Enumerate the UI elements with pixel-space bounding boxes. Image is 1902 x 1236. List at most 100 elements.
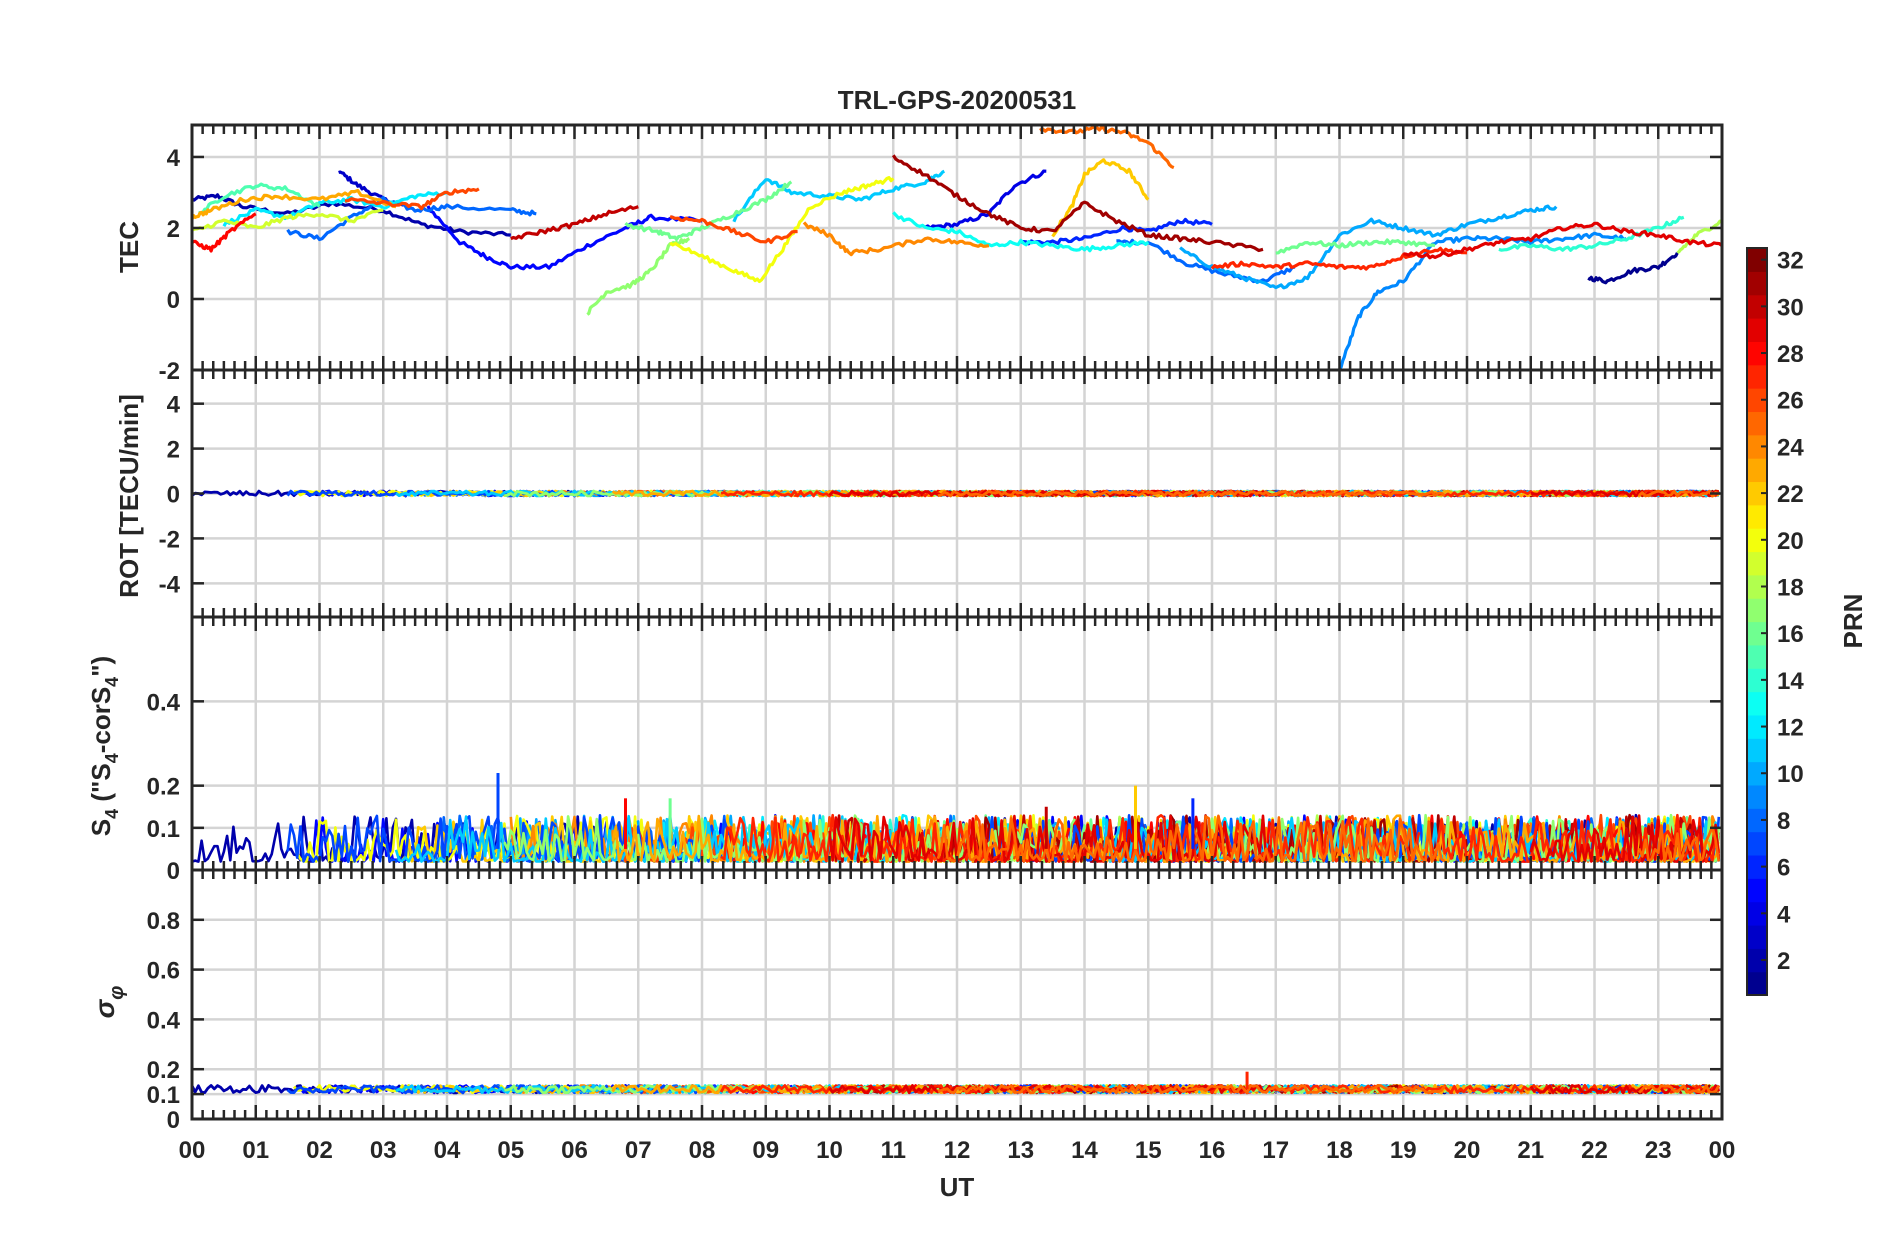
colorbar-segment [1747, 364, 1767, 389]
tec-series-prn-26 [669, 214, 798, 244]
colorbar-tick-label: 2 [1777, 948, 1790, 975]
x-axis-label: UT [940, 1172, 975, 1202]
y-tick-label: 0 [167, 482, 180, 509]
series-prn-7 [286, 814, 736, 863]
colorbar-frame [1746, 247, 1768, 996]
tec-series-prn-12 [222, 190, 448, 227]
x-tick-label: 03 [370, 1137, 397, 1164]
panel-rot: -4 -2 0 2 4 [159, 368, 1724, 619]
y-tick-label: 0.8 [147, 908, 180, 935]
x-tick-label: 00 [1709, 1137, 1736, 1164]
tec-series-prn-16 [1275, 238, 1436, 255]
s4-ylabel: S4 ("S4-corS4") [86, 656, 122, 836]
colorbar-segment [1747, 668, 1767, 693]
colorbar-segment [1747, 574, 1767, 599]
tec-series-prn-15 [198, 182, 321, 215]
tec-series-prn-8 [1116, 238, 1296, 284]
y-tick-label: 2 [167, 437, 180, 464]
colorbar-tick-label: 32 [1777, 248, 1804, 275]
tec-series-prn-18 [1676, 219, 1723, 255]
panel-sigma-phi: 00.10.2 0.4 0.6 0.8 [147, 868, 1724, 1134]
series-prn-25 [1638, 1084, 1721, 1095]
colorbar-segment [1747, 924, 1767, 949]
y-tick-label: 0 [167, 1107, 180, 1134]
colorbar-segment [1747, 294, 1767, 319]
y-tick-label: -4 [159, 571, 181, 598]
colorbar-tick-label: 28 [1777, 341, 1804, 368]
colorbar-segment [1747, 621, 1767, 646]
tec-series-prn-27 [1210, 246, 1468, 271]
colorbar-segment [1747, 598, 1767, 623]
tec-series-prn-8 [286, 196, 537, 242]
colorbar-segment [1747, 341, 1767, 366]
x-tick-label: 23 [1645, 1137, 1672, 1164]
colorbar-segment [1747, 411, 1767, 436]
colorbar-segment [1747, 971, 1767, 996]
series-prn-25 [937, 1084, 1446, 1095]
x-tick-label: 02 [306, 1137, 333, 1164]
rot-ylabel: ROT [TECU/min] [114, 394, 144, 598]
tec-series-prn-17 [586, 237, 691, 316]
tec-series-prn-28 [191, 212, 257, 253]
tec-series-prn-9 [1338, 231, 1627, 370]
panel-s4: 0 0.1 0.2 0.4 [147, 615, 1724, 885]
x-tick-label: 10 [816, 1137, 843, 1164]
x-tick-label: 14 [1071, 1137, 1098, 1164]
colorbar-tick-label: 26 [1777, 388, 1804, 415]
tec-series-prn-30 [510, 205, 639, 241]
colorbar-tick-label: 8 [1777, 808, 1790, 835]
x-tick-label: 20 [1454, 1137, 1481, 1164]
x-tick-label: 04 [434, 1137, 461, 1164]
x-tick-label: 00 [179, 1137, 206, 1164]
colorbar-segment [1747, 644, 1767, 669]
x-tick-label: 09 [752, 1137, 779, 1164]
colorbar-segment [1747, 738, 1767, 763]
series-prn-25 [1637, 824, 1721, 863]
sigma-phi-ylabel: σφ [89, 986, 128, 1019]
tec-series-prn-13 [892, 211, 1150, 253]
figure-title: TRL-GPS-20200531 [838, 85, 1076, 115]
x-tick-label: 05 [497, 1137, 524, 1164]
y-tick-label: 0.2 [147, 774, 180, 801]
y-tick-label: -2 [159, 526, 180, 553]
colorbar-tick-label: 12 [1777, 715, 1804, 742]
colorbar-tick-label: 10 [1777, 761, 1804, 788]
colorbar-segment [1747, 504, 1767, 529]
tec-series-prn-23 [190, 188, 397, 220]
panel-tec: -2 0 2 4 [159, 123, 1724, 385]
colorbar-tick-label: 30 [1777, 294, 1804, 321]
colorbar-segment [1747, 481, 1767, 506]
colorbar-tick-label: 22 [1777, 481, 1804, 508]
x-tick-label: 17 [1262, 1137, 1289, 1164]
x-tick-label: 18 [1326, 1137, 1353, 1164]
tec-series-prn-1 [1587, 252, 1679, 285]
colorbar-segment [1747, 691, 1767, 716]
y-tick-label: 0.4 [147, 1007, 181, 1034]
x-tick-label: 13 [1007, 1137, 1034, 1164]
y-tick-label: 4 [167, 145, 181, 172]
colorbar-tick-label: 14 [1777, 668, 1804, 695]
y-tick-label: -2 [159, 358, 180, 385]
colorbar-tick-label: 20 [1777, 528, 1804, 555]
series-prn-27 [1421, 813, 1721, 863]
colorbar-segment [1747, 714, 1767, 739]
colorbar-tick-label: 24 [1777, 434, 1804, 461]
x-tick-labels: 00 01 02 03 04 05 06 07 08 09 10 11 12 13 14 15 16 17 18 19… [179, 1137, 1736, 1164]
colorbar-segment [1747, 434, 1767, 459]
tec-series-prn-6 [1020, 217, 1213, 246]
x-tick-label: 08 [689, 1137, 716, 1164]
colorbar-segment [1747, 271, 1767, 296]
tec-series-prn-10 [1179, 204, 1558, 290]
y-tick-label: 0.1 [147, 1082, 180, 1109]
y-tick-label: 0 [167, 287, 180, 314]
y-tick-label: 0.4 [147, 689, 181, 716]
tec-ylabel: TEC [114, 221, 144, 273]
colorbar-tick-label: 18 [1777, 574, 1804, 601]
colorbar-segment [1747, 808, 1767, 833]
y-tick-label: 0.6 [147, 958, 180, 985]
series-prn-25 [937, 489, 1446, 498]
colorbar-segment [1747, 878, 1767, 903]
y-tick-label: 2 [167, 216, 180, 243]
tec-series-prn-14 [1498, 215, 1685, 252]
